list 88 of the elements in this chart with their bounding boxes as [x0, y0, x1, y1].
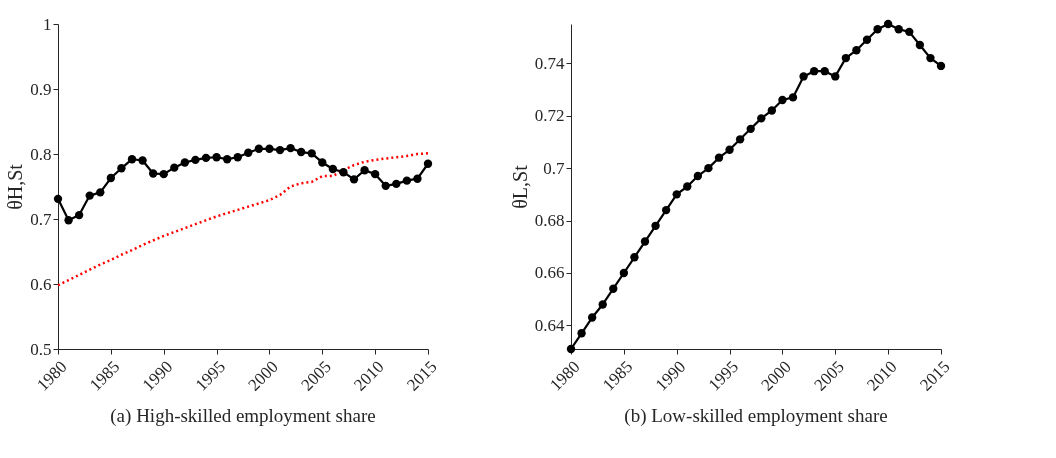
- point: [926, 53, 935, 63]
- text: (b) Low-skilled employment share: [624, 405, 888, 428]
- point: [106, 173, 116, 183]
- point: [307, 149, 316, 158]
- point: [936, 61, 946, 71]
- point: [360, 166, 369, 175]
- point: [296, 147, 306, 157]
- point: [809, 67, 819, 76]
- point: [619, 268, 629, 278]
- point: [767, 106, 777, 115]
- point: [275, 145, 285, 155]
- point: [831, 72, 840, 81]
- point: [222, 155, 232, 164]
- y-axis-title: θL,St: [508, 164, 531, 209]
- point: [286, 143, 295, 153]
- point: [683, 182, 692, 191]
- point: [841, 53, 851, 63]
- point: [883, 19, 893, 29]
- point: [778, 95, 787, 105]
- y-tick-label: 0.72: [534, 106, 565, 126]
- point: [894, 25, 903, 34]
- point: [725, 145, 734, 154]
- point: [349, 175, 359, 184]
- y-tick-label: 0.64: [534, 315, 565, 335]
- point: [74, 210, 84, 220]
- y-tick-label: 0.74: [534, 53, 565, 73]
- point: [53, 194, 63, 204]
- point: [746, 124, 755, 134]
- point: [661, 205, 671, 215]
- point: [630, 253, 639, 262]
- point: [191, 155, 200, 165]
- point: [328, 164, 338, 174]
- point: [381, 181, 390, 191]
- point: [201, 153, 211, 163]
- point: [339, 168, 348, 177]
- point: [820, 67, 829, 76]
- point: [117, 164, 126, 173]
- point: [370, 169, 380, 179]
- point: [180, 158, 190, 167]
- point: [244, 148, 253, 157]
- y-tick-label: 0.9: [30, 79, 52, 99]
- point: [852, 46, 861, 55]
- point: [423, 159, 433, 168]
- y-tick-label: 0.7: [543, 158, 565, 178]
- point: [64, 216, 73, 225]
- y-tick-label: 0.5: [30, 339, 52, 359]
- point: [915, 40, 925, 50]
- point: [254, 144, 264, 153]
- point: [148, 169, 158, 178]
- point: [799, 72, 808, 81]
- point: [127, 155, 137, 164]
- point: [609, 284, 618, 293]
- y-tick-label: 0.66: [534, 263, 565, 283]
- point: [402, 176, 412, 185]
- point: [577, 329, 586, 338]
- y-tick-label: 0.8: [30, 144, 52, 164]
- point: [693, 171, 703, 181]
- point: [159, 169, 168, 179]
- point: [640, 237, 650, 246]
- point: [735, 135, 745, 144]
- point: [714, 153, 724, 162]
- point: [598, 300, 607, 309]
- point: [170, 163, 179, 172]
- text: (a) High-skilled employment share: [110, 405, 376, 428]
- point: [212, 153, 221, 162]
- point: [265, 144, 274, 153]
- point: [788, 93, 798, 102]
- point: [672, 190, 681, 199]
- y-tick-label: 1: [43, 14, 52, 34]
- point: [138, 156, 147, 165]
- point: [233, 153, 242, 162]
- y-axis-title: θH,St: [4, 163, 27, 210]
- point: [873, 25, 882, 34]
- point: [85, 191, 94, 200]
- point: [651, 221, 660, 230]
- point: [905, 27, 914, 37]
- point: [413, 174, 422, 183]
- point: [704, 163, 713, 173]
- point: [587, 313, 597, 322]
- line-series: [56, 152, 430, 287]
- y-tick-label: 0.7: [30, 209, 52, 229]
- y-tick-label: 0.6: [30, 274, 52, 294]
- y-tick-label: 0.68: [534, 211, 565, 231]
- point: [318, 158, 327, 167]
- point: [96, 188, 105, 197]
- point: [757, 114, 766, 123]
- point: [392, 179, 401, 189]
- point: [862, 35, 872, 44]
